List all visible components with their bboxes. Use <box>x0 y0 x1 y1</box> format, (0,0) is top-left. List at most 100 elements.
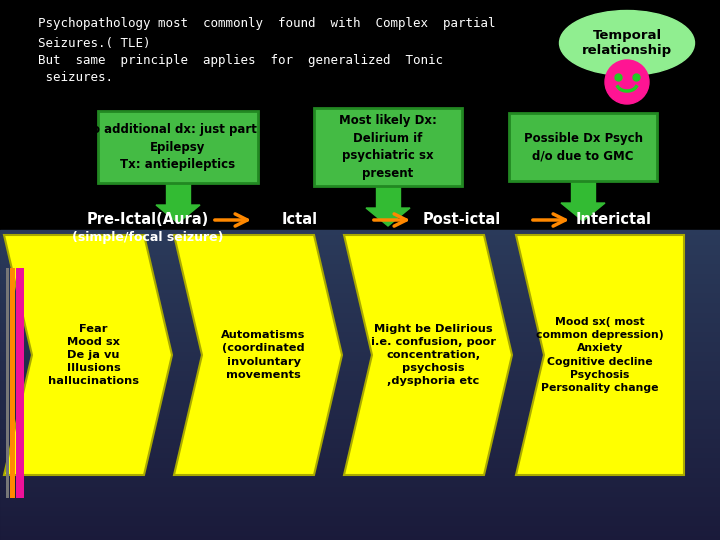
Bar <box>0 327 720 328</box>
Bar <box>0 415 720 416</box>
Bar <box>0 447 720 448</box>
Bar <box>0 502 720 503</box>
Bar <box>0 461 720 462</box>
Bar <box>0 396 720 397</box>
Bar <box>0 504 720 505</box>
Bar <box>0 429 720 430</box>
Bar <box>0 442 720 443</box>
Bar <box>0 501 720 502</box>
Bar <box>0 407 720 408</box>
Bar <box>0 277 720 278</box>
Bar <box>0 387 720 388</box>
Bar <box>0 510 720 511</box>
Bar <box>0 281 720 282</box>
Bar <box>0 265 720 266</box>
Bar <box>0 334 720 335</box>
Bar <box>0 472 720 473</box>
Text: (simple/focal seizure): (simple/focal seizure) <box>72 231 224 244</box>
Bar <box>0 534 720 535</box>
Bar <box>0 490 720 491</box>
Bar <box>0 244 720 245</box>
Bar <box>0 254 720 255</box>
Bar <box>0 349 720 350</box>
Bar <box>0 436 720 437</box>
Bar <box>0 392 720 393</box>
Bar <box>0 285 720 286</box>
Bar <box>0 260 720 261</box>
Bar <box>0 375 720 376</box>
Bar <box>0 489 720 490</box>
Bar <box>0 527 720 528</box>
Polygon shape <box>366 208 410 226</box>
Bar <box>0 371 720 372</box>
Bar <box>0 258 720 259</box>
Bar <box>0 271 720 272</box>
Bar <box>0 343 720 344</box>
Bar <box>0 521 720 522</box>
Polygon shape <box>516 235 684 475</box>
Bar <box>0 377 720 378</box>
Bar <box>0 236 720 237</box>
Bar <box>0 466 720 467</box>
Bar <box>0 365 720 366</box>
Text: Most likely Dx:
Delirium if
psychiatric sx
present: Most likely Dx: Delirium if psychiatric … <box>339 114 437 180</box>
Bar <box>0 232 720 233</box>
Bar <box>0 449 720 450</box>
Bar <box>0 305 720 306</box>
Bar <box>0 381 720 382</box>
Bar <box>0 425 720 426</box>
Bar <box>0 385 720 386</box>
Bar <box>0 531 720 532</box>
Bar <box>0 262 720 263</box>
Bar <box>0 539 720 540</box>
Bar <box>0 374 720 375</box>
Bar <box>0 391 720 392</box>
Bar <box>0 326 720 327</box>
Bar <box>0 453 720 454</box>
Bar <box>0 402 720 403</box>
Bar <box>0 328 720 329</box>
Bar <box>0 276 720 277</box>
Bar <box>0 530 720 531</box>
Bar <box>0 401 720 402</box>
Bar <box>0 329 720 330</box>
Bar <box>0 295 720 296</box>
Bar <box>0 525 720 526</box>
Bar <box>0 526 720 527</box>
Bar <box>0 378 720 379</box>
Bar <box>0 458 720 459</box>
Text: Temporal
relationship: Temporal relationship <box>582 29 672 57</box>
Bar <box>0 522 720 523</box>
Bar <box>0 423 720 424</box>
Bar <box>0 251 720 252</box>
Bar <box>0 477 720 478</box>
Bar <box>0 241 720 242</box>
Bar <box>0 372 720 373</box>
Bar <box>0 298 720 299</box>
Bar <box>0 457 720 458</box>
Bar <box>0 509 720 510</box>
Bar <box>0 380 720 381</box>
Bar <box>0 361 720 362</box>
Bar <box>0 266 720 267</box>
Bar <box>0 248 720 249</box>
Bar <box>0 532 720 533</box>
Text: Possible Dx Psych
d/o due to GMC: Possible Dx Psych d/o due to GMC <box>523 132 642 162</box>
Bar <box>0 341 720 342</box>
Bar <box>0 395 720 396</box>
Bar <box>0 416 720 417</box>
Bar <box>0 235 720 236</box>
Bar <box>0 434 720 435</box>
Bar <box>0 517 720 518</box>
Bar <box>0 245 720 246</box>
Polygon shape <box>376 186 400 208</box>
Bar <box>0 296 720 297</box>
Bar <box>0 363 720 364</box>
Bar <box>0 319 720 320</box>
Bar <box>0 411 720 412</box>
Bar <box>0 360 720 361</box>
Bar <box>0 437 720 438</box>
Bar <box>0 481 720 482</box>
Bar <box>0 317 720 318</box>
Bar <box>0 398 720 399</box>
